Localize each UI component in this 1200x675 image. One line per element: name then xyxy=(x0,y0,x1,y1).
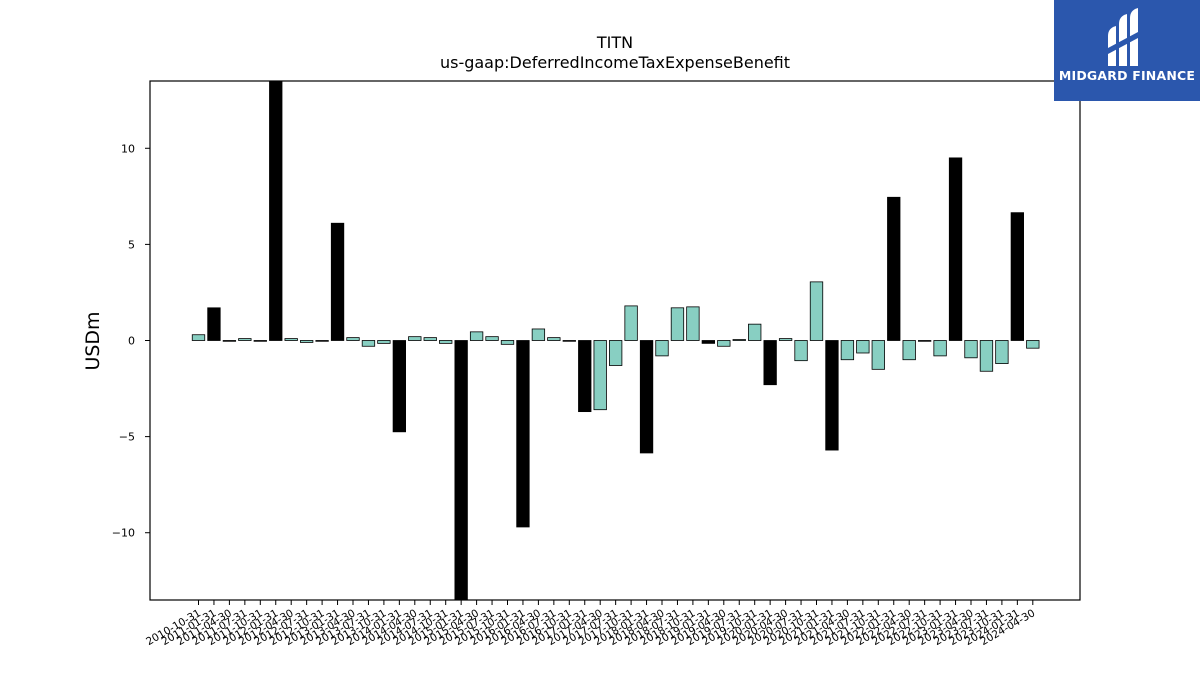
bar-annual xyxy=(392,340,407,433)
bar-quarterly xyxy=(299,340,314,343)
bar-quarterly xyxy=(1026,340,1040,349)
bar-annual xyxy=(948,157,963,341)
bar-quarterly xyxy=(346,337,360,341)
bar-quarterly xyxy=(423,337,437,341)
logo-wordmark: MIDGARD FINANCE xyxy=(1058,68,1196,83)
bar-annual xyxy=(207,307,221,341)
x-axis: 2010-10-312011-01-312011-04-302011-07-31… xyxy=(144,600,1037,648)
bar-quarterly xyxy=(624,305,638,341)
bar-annual xyxy=(330,222,345,341)
bar-annual xyxy=(825,340,839,451)
plot-frame xyxy=(149,80,1081,601)
bar-quarterly xyxy=(222,340,237,342)
bar-quarterly xyxy=(794,340,808,362)
bar-quarterly xyxy=(377,340,391,344)
bar-annual xyxy=(516,340,530,528)
chart-title: TITN xyxy=(596,33,633,52)
bar-quarterly xyxy=(995,340,1009,364)
bar-quarterly xyxy=(856,340,870,354)
bar-quarterly xyxy=(593,340,607,411)
bar-quarterly xyxy=(902,340,916,361)
bar-quarterly xyxy=(809,281,824,341)
bar-quarterly xyxy=(748,323,762,341)
bar-annual xyxy=(454,340,468,600)
bar-annual xyxy=(269,81,283,341)
bar-quarterly xyxy=(686,306,700,341)
bar-quarterly xyxy=(655,340,669,357)
bar-quarterly xyxy=(840,340,855,361)
bar-annual xyxy=(578,340,592,413)
bar-quarterly xyxy=(547,337,561,341)
bar-quarterly xyxy=(531,328,546,341)
bar-quarterly xyxy=(778,338,793,341)
bar-quarterly xyxy=(918,340,932,342)
y-tick-label: −10 xyxy=(112,527,135,540)
bar-quarterly xyxy=(609,340,623,366)
bar-quarterly xyxy=(979,340,994,372)
bar-quarterly xyxy=(964,340,978,359)
bar-quarterly xyxy=(253,340,267,342)
bar-quarterly xyxy=(717,340,731,347)
bar-quarterly xyxy=(500,340,515,345)
bar-quarterly xyxy=(284,338,298,341)
y-axis: −10 −5 0 5 10 xyxy=(112,142,150,540)
bar-annual xyxy=(1010,212,1024,341)
bar-quarterly xyxy=(732,339,746,341)
bar-annual xyxy=(763,340,777,386)
bars-layer xyxy=(191,81,1040,600)
bar-quarterly xyxy=(361,340,376,347)
chart-subtitle: us-gaap:DeferredIncomeTaxExpenseBenefit xyxy=(440,53,790,72)
bar-quarterly xyxy=(439,340,453,344)
bar-quarterly xyxy=(871,340,885,370)
bar-quarterly xyxy=(670,307,685,341)
bar-quarterly xyxy=(933,340,947,357)
bar-quarterly xyxy=(408,336,422,341)
bar-quarterly xyxy=(469,331,484,341)
bar-annual xyxy=(701,340,715,344)
midgard-logo-icon xyxy=(1108,8,1138,66)
bar-quarterly xyxy=(191,334,206,341)
y-tick-label: 0 xyxy=(128,335,135,348)
bar-quarterly xyxy=(562,340,576,342)
y-axis-label: USDm xyxy=(82,311,104,370)
y-tick-label: 5 xyxy=(128,238,135,251)
y-tick-label: 10 xyxy=(121,142,135,155)
bar-quarterly xyxy=(238,338,252,341)
bar-quarterly xyxy=(485,336,499,341)
bar-annual xyxy=(639,340,654,454)
y-tick-label: −5 xyxy=(119,431,135,444)
midgard-finance-logo: MIDGARD FINANCE xyxy=(1054,0,1200,101)
bar-annual xyxy=(887,196,901,341)
bar-quarterly xyxy=(315,340,329,342)
